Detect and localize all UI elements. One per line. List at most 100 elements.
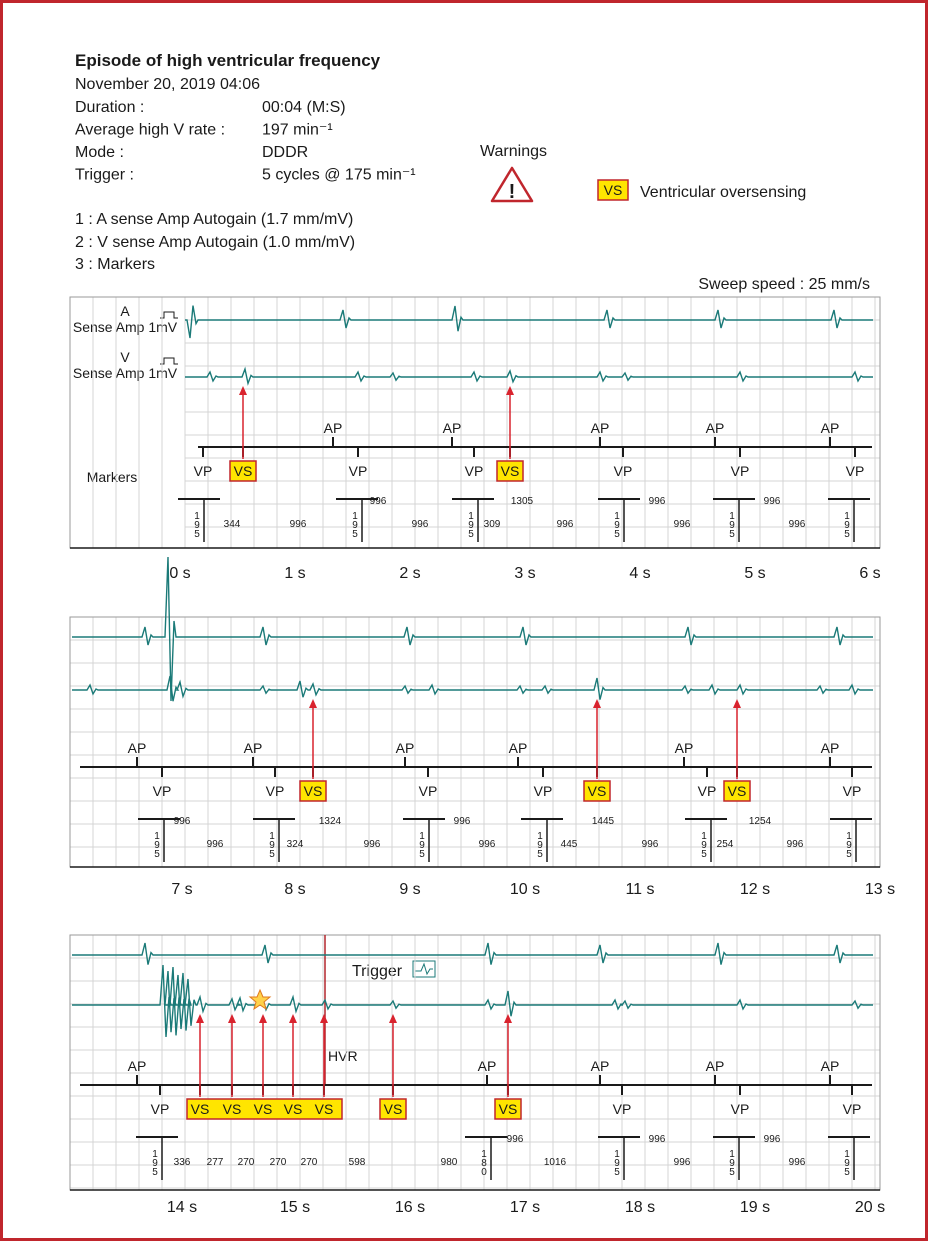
title: Episode of high ventricular frequency	[75, 51, 381, 70]
sweep-speed: Sweep speed : 25 mm/s	[698, 276, 870, 293]
ap-marker: AP	[509, 740, 528, 756]
beat-counter: 195	[267, 831, 278, 858]
channel: 2 : V sense Amp Autogain (1.0 mm/mV)	[75, 234, 355, 251]
vs-marker: VS	[384, 1101, 403, 1117]
vp-marker: VP	[846, 463, 865, 479]
time-label: 19 s	[740, 1199, 770, 1216]
ap-marker: AP	[478, 1058, 497, 1074]
interval-value: 996	[454, 816, 471, 827]
ap-marker: AP	[821, 420, 840, 436]
interval-value: 996	[290, 519, 307, 530]
vs-marker: VS	[223, 1101, 242, 1117]
vs-arrowhead	[504, 1014, 512, 1023]
interval-value: 1305	[511, 496, 534, 507]
ap-marker: AP	[443, 420, 462, 436]
v-trace	[185, 366, 873, 386]
ap-marker: AP	[128, 740, 147, 756]
time-label: 7 s	[171, 881, 192, 898]
a-trace	[72, 556, 873, 702]
trigger-label: Trigger	[352, 963, 403, 980]
ap-marker: AP	[706, 1058, 725, 1074]
interval-value: 996	[649, 496, 666, 507]
vp-marker: VP	[614, 463, 633, 479]
date: November 20, 2019 04:06	[75, 76, 260, 93]
vs-arrowhead	[228, 1014, 236, 1023]
interval-value: 996	[642, 839, 659, 850]
interval-value: 1016	[544, 1157, 567, 1168]
star	[248, 988, 272, 1011]
vs-group-box	[186, 1098, 343, 1120]
trigger-icon-wave	[415, 962, 433, 976]
vs-marker: VS	[728, 783, 747, 799]
vs-marker: VS	[499, 1101, 518, 1117]
interval-value: 309	[484, 519, 501, 530]
field-value: 197 min⁻¹	[262, 122, 333, 139]
vp-marker: VP	[534, 783, 553, 799]
ap-marker: AP	[128, 1058, 147, 1074]
interval-value: 996	[674, 1157, 691, 1168]
amp-icon	[160, 311, 178, 319]
time-label: 8 s	[284, 881, 305, 898]
time-label: 6 s	[859, 565, 880, 582]
interval-value: 324	[287, 839, 304, 850]
beat-counter: 195	[466, 511, 477, 538]
amp-icon	[160, 357, 178, 365]
ap-marker: AP	[821, 1058, 840, 1074]
vp-marker: VP	[698, 783, 717, 799]
hvr-label: HVR	[328, 1048, 358, 1064]
time-label: 14 s	[167, 1199, 197, 1216]
beat-counter: 195	[417, 831, 428, 858]
interval-value: 996	[174, 816, 191, 827]
interval-value: 996	[787, 839, 804, 850]
ap-marker: AP	[706, 420, 725, 436]
trigger-icon	[412, 960, 436, 978]
beat-counter: 195	[612, 1149, 623, 1176]
vp-marker: VP	[266, 783, 285, 799]
beat-counter: 195	[350, 511, 361, 538]
vs-arrowhead	[506, 386, 514, 395]
time-label: 4 s	[629, 565, 650, 582]
a-sub-label: Sense Amp 1mV	[73, 319, 178, 335]
interval-value: 996	[789, 1157, 806, 1168]
field-value: DDDR	[262, 144, 308, 161]
time-label: 0 s	[169, 565, 190, 582]
vs-marker: VS	[254, 1101, 273, 1117]
time-label: 5 s	[744, 565, 765, 582]
vs-arrowhead	[196, 1014, 204, 1023]
a-trace	[185, 305, 873, 339]
vs-legend-text: Ventricular oversensing	[640, 184, 806, 201]
vs-box	[299, 780, 327, 802]
vs-legend-marker: VS	[604, 182, 623, 198]
time-label: 11 s	[625, 881, 654, 898]
vs-legend-box	[597, 179, 629, 201]
beat-counter: 195	[152, 831, 163, 858]
ap-marker: AP	[821, 740, 840, 756]
interval-value: 344	[224, 519, 241, 530]
beat-counter: 195	[727, 1149, 738, 1176]
v-trace	[72, 675, 873, 702]
field-label: Mode :	[75, 144, 124, 161]
field-value: 00:04 (M:S)	[262, 99, 346, 116]
vs-marker: VS	[588, 783, 607, 799]
a-label: A	[120, 303, 130, 319]
beat-counter: 195	[727, 511, 738, 538]
field-label: Duration :	[75, 99, 144, 116]
interval-value: 445	[561, 839, 578, 850]
vp-marker: VP	[465, 463, 484, 479]
interval-value: 254	[717, 839, 734, 850]
time-label: 10 s	[510, 881, 540, 898]
vs-box	[583, 780, 611, 802]
interval-value: 996	[364, 839, 381, 850]
interval-value: 996	[764, 1134, 781, 1145]
ap-marker: AP	[675, 740, 694, 756]
vs-arrowhead	[320, 1014, 328, 1023]
channel: 3 : Markers	[75, 256, 155, 273]
vs-box	[229, 460, 257, 482]
time-label: 9 s	[399, 881, 420, 898]
beat-counter: 195	[150, 1149, 161, 1176]
vs-box	[723, 780, 751, 802]
vp-marker: VP	[349, 463, 368, 479]
interval-value: 996	[789, 519, 806, 530]
